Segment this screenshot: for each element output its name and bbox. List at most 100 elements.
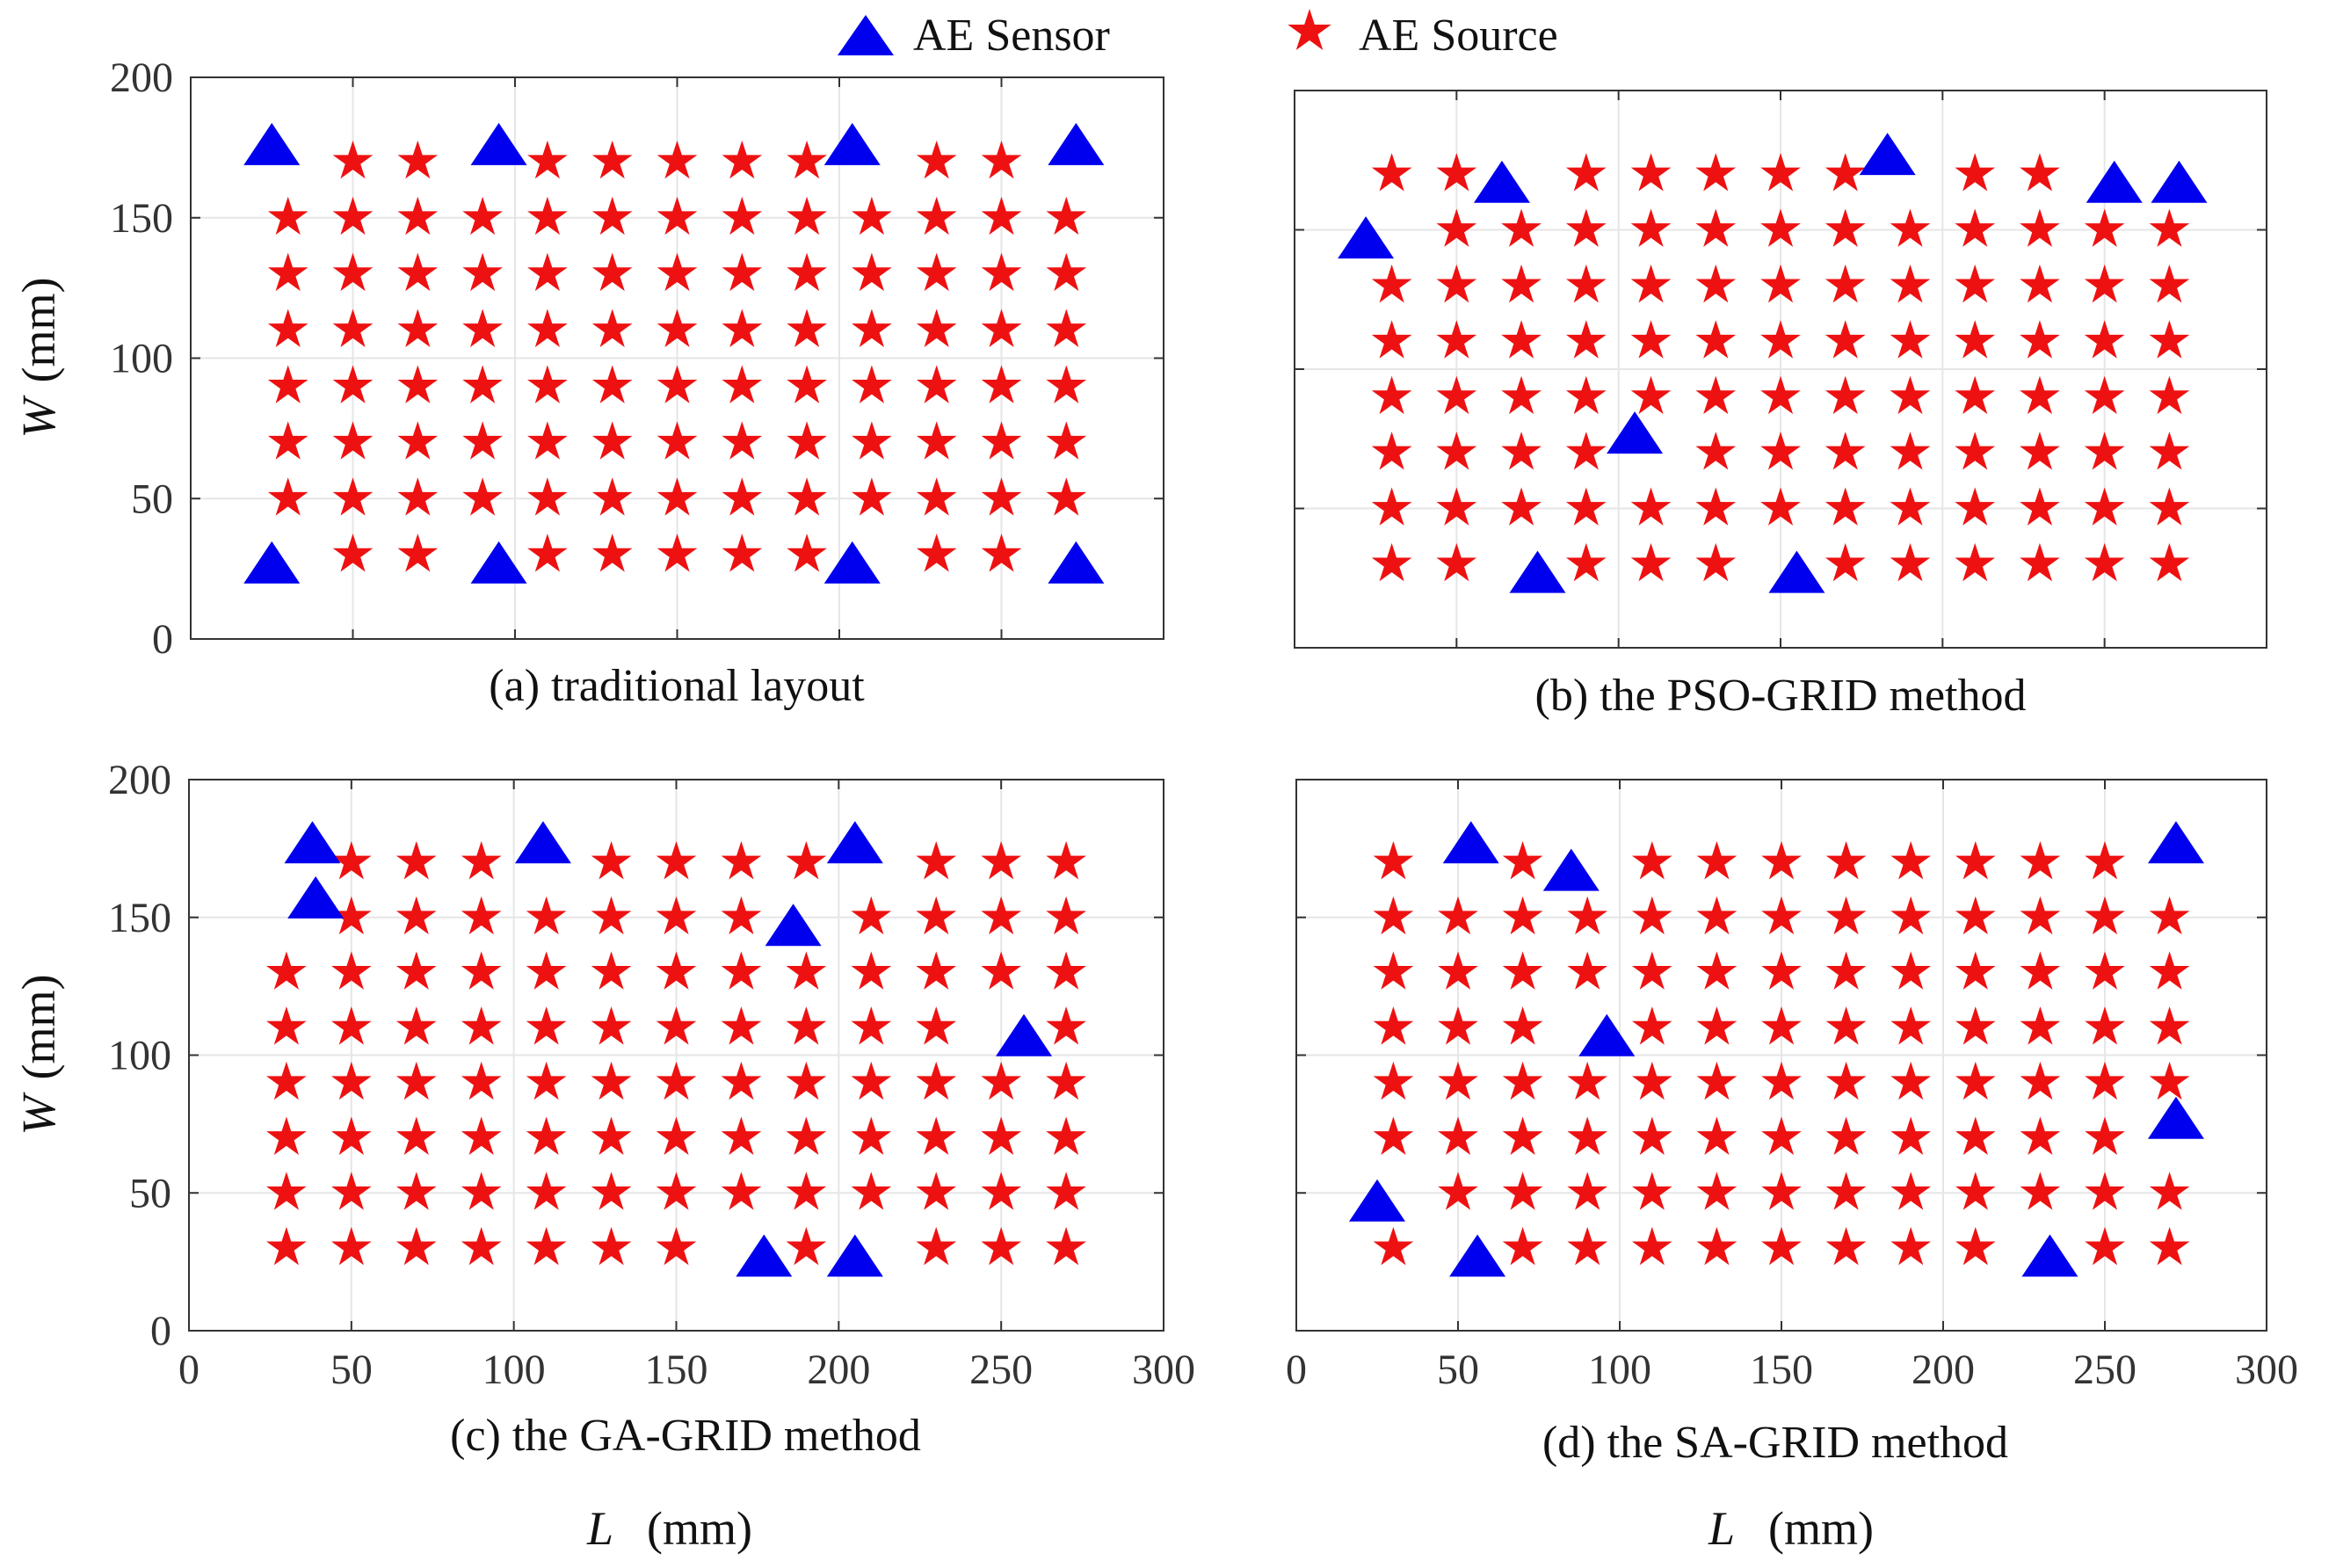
ae-source-point <box>1955 320 1996 359</box>
panel-a: 0 50 100 150 200 (a) traditional layout <box>110 54 1164 711</box>
ae-source-point <box>1696 896 1737 935</box>
legend-source-marker <box>1288 9 1331 51</box>
ae-source-point <box>1373 951 1414 990</box>
ae-source-point <box>787 196 827 236</box>
ae-source-point <box>1501 375 1542 415</box>
ae-source-point <box>395 896 437 935</box>
ae-source-point <box>395 1061 437 1100</box>
ae-source-point <box>267 196 308 236</box>
y-axis-unit-bottom: (mm) <box>12 975 65 1080</box>
ae-source-point <box>1825 264 1866 303</box>
ae-source-point <box>461 1226 502 1266</box>
ae-source-point <box>1825 432 1866 470</box>
ae-source-point <box>916 252 957 292</box>
ae-source-point <box>527 140 568 179</box>
ae-source-point <box>591 309 633 347</box>
ae-source-point <box>1630 542 1672 582</box>
ae-source-point <box>1825 153 1866 192</box>
ae-source-point <box>721 896 762 935</box>
ae-source-point <box>1890 841 1932 880</box>
ae-source-point <box>1501 320 1542 359</box>
ae-source-point <box>2149 1061 2190 1100</box>
ae-source-point <box>526 1006 567 1045</box>
ae-source-point <box>527 196 568 236</box>
ae-source-point <box>852 252 892 292</box>
x-tick-label: 250 <box>2073 1347 2136 1393</box>
ae-source-point <box>916 421 957 460</box>
ae-source-point <box>787 309 827 347</box>
y-tick-label: 0 <box>152 616 173 663</box>
ae-source-point <box>1825 841 1867 880</box>
ae-source-point <box>591 477 633 516</box>
ae-source-point <box>395 841 437 880</box>
y-axis-symbol-top: W <box>12 394 65 438</box>
ae-source-point <box>1046 896 1086 935</box>
panel-b-ticks <box>1295 91 2267 648</box>
ae-source-point <box>395 1172 437 1210</box>
ae-source-point <box>1825 542 1866 582</box>
ae-source-point <box>787 477 827 516</box>
ae-source-point <box>1955 153 1996 192</box>
ae-source-point <box>916 896 957 935</box>
ae-source-point <box>916 1172 957 1210</box>
x-tick-label: 50 <box>1437 1347 1479 1393</box>
ae-source-point <box>787 140 827 179</box>
ae-source-point <box>852 196 892 236</box>
ae-sensor-point <box>996 1013 1053 1056</box>
y-tick-label: 200 <box>110 54 173 101</box>
ae-source-point <box>1890 542 1931 582</box>
ae-source-point <box>395 951 437 990</box>
ae-source-point <box>2149 320 2190 359</box>
ae-source-point <box>1631 896 1672 935</box>
ae-source-point <box>267 421 308 460</box>
ae-source-point <box>267 365 308 403</box>
ae-source-point <box>1955 1116 1996 1155</box>
ae-source-point <box>2149 1226 2190 1266</box>
ae-source-point <box>2149 487 2190 526</box>
x-axis-symbol-left: L <box>586 1502 613 1555</box>
ae-source-point <box>1890 264 1931 303</box>
ae-source-point <box>1695 153 1737 192</box>
ae-source-point <box>2020 1006 2061 1045</box>
panel-c: 0 50 100 150 200 0 50 100 150 200 250 300 (c) the G… <box>108 757 1195 1461</box>
panel-a-caption: (a) traditional layout <box>489 661 865 711</box>
ae-source-point <box>1955 896 1996 935</box>
ae-source-point <box>266 1006 307 1045</box>
ae-source-point <box>397 477 439 516</box>
ae-source-point <box>266 951 307 990</box>
ae-source-point <box>462 421 503 460</box>
ae-source-point <box>1890 1061 1932 1100</box>
panel-d-ticks: 0 50 100 150 200 250 300 <box>1286 780 2298 1393</box>
ae-source-point <box>591 196 633 236</box>
ae-source-point <box>266 1061 307 1100</box>
ae-source-point <box>1695 208 1737 247</box>
ae-source-point <box>721 951 762 990</box>
panel-b: (b) the PSO-GRID method <box>1294 90 2267 721</box>
ae-source-point <box>1631 1061 1672 1100</box>
ae-source-point <box>787 252 827 292</box>
ae-sensor-point <box>243 122 301 165</box>
ae-source-point <box>1825 208 1866 247</box>
ae-source-point <box>1567 1116 1608 1155</box>
ae-source-point <box>1696 1006 1737 1045</box>
x-axis-label-right: L (mm) <box>1708 1502 1874 1555</box>
ae-source-point <box>786 1061 827 1100</box>
ae-source-point <box>2020 951 2061 990</box>
ae-source-point <box>1955 841 1996 880</box>
ae-source-point <box>1890 487 1931 526</box>
ae-sensor-point <box>1442 821 1499 864</box>
ae-source-point <box>916 951 957 990</box>
y-tick-label: 150 <box>110 195 173 242</box>
ae-source-point <box>461 896 502 935</box>
ae-source-point <box>1046 365 1087 403</box>
ae-source-point <box>1825 896 1867 935</box>
ae-source-point <box>1955 264 1996 303</box>
ae-source-point <box>1046 841 1086 880</box>
ae-source-point <box>1502 841 1543 880</box>
ae-sensor-point <box>736 1234 793 1277</box>
ae-source-point <box>1696 951 1737 990</box>
y-tick-label: 50 <box>131 475 173 522</box>
ae-source-point <box>2149 208 2190 247</box>
ae-source-point <box>1046 196 1087 236</box>
ae-source-point <box>1696 1061 1737 1100</box>
